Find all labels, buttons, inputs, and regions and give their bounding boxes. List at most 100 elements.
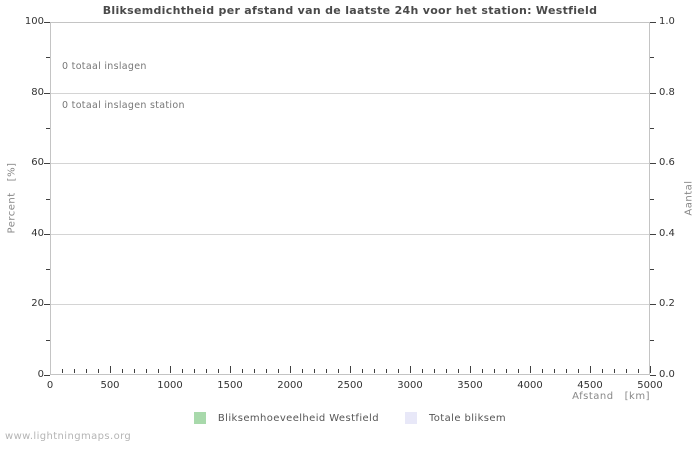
y-axis-tick — [44, 163, 50, 164]
plot-area: 0 totaal inslagen 0 totaal inslagen stat… — [50, 22, 650, 375]
y-axis-tick-label: 60 — [31, 157, 44, 168]
x-axis-minor-tick — [254, 369, 255, 373]
gridline — [51, 163, 649, 164]
x-axis-tick — [170, 366, 171, 373]
right-axis-tick-label: 1.0 — [659, 16, 675, 27]
legend-swatch-total-icon — [404, 412, 417, 424]
x-axis-minor-tick — [566, 369, 567, 373]
x-axis-minor-tick — [362, 369, 363, 373]
right-axis-tick-label: 0.0 — [659, 369, 675, 380]
right-axis-tick-label: 0.2 — [659, 298, 675, 309]
right-axis-minor-tick — [650, 57, 654, 58]
right-axis-tick — [650, 234, 656, 235]
x-axis-tick-label: 500 — [100, 380, 120, 391]
gridline — [51, 93, 649, 94]
x-axis-minor-tick — [386, 369, 387, 373]
x-axis-tick-label: 3000 — [397, 380, 423, 391]
y-axis-tick — [44, 22, 50, 23]
y-axis-tick-label: 80 — [31, 87, 44, 98]
x-axis-minor-tick — [506, 369, 507, 373]
x-axis-tick-label: 0 — [46, 380, 54, 391]
x-axis-tick — [650, 366, 651, 373]
x-axis-minor-tick — [518, 369, 519, 373]
legend-label-westfield: Bliksemhoeveelheid Westfield — [217, 412, 379, 424]
y-axis-tick — [44, 375, 50, 376]
x-axis-minor-tick — [86, 369, 87, 373]
x-axis-minor-tick — [62, 369, 63, 373]
x-axis-minor-tick — [338, 369, 339, 373]
x-axis-tick — [530, 366, 531, 373]
y-axis-minor-tick — [46, 57, 50, 58]
x-axis-minor-tick — [614, 369, 615, 373]
y-axis-tick-label: 40 — [31, 228, 44, 239]
annotations: 0 totaal inslagen 0 totaal inslagen stat… — [62, 34, 185, 138]
right-axis-tick — [650, 22, 656, 23]
x-axis-minor-tick — [446, 369, 447, 373]
x-axis-tick — [410, 366, 411, 373]
x-axis-tick — [290, 366, 291, 373]
x-axis-tick — [470, 366, 471, 373]
watermark-text: www.lightningmaps.org — [5, 431, 132, 442]
annotation-total-strikes-station: 0 totaal inslagen station — [62, 100, 185, 111]
legend-label-total: Totale bliksem — [428, 412, 507, 424]
y-axis-tick — [44, 93, 50, 94]
chart-title: Bliksemdichtheid per afstand van de laat… — [102, 4, 598, 17]
gridline — [51, 304, 649, 305]
x-axis-minor-tick — [542, 369, 543, 373]
x-axis-minor-tick — [134, 369, 135, 373]
x-axis-minor-tick — [206, 369, 207, 373]
right-axis-minor-tick — [650, 269, 654, 270]
x-axis-minor-tick — [626, 369, 627, 373]
y-axis-tick-label: 20 — [31, 298, 44, 309]
x-axis-minor-tick — [146, 369, 147, 373]
x-axis-tick-label: 4000 — [517, 380, 543, 391]
x-axis-tick-label: 5000 — [637, 380, 663, 391]
annotation-total-strikes: 0 totaal inslagen — [62, 61, 147, 72]
legend: Bliksemhoeveelheid Westfield Totale blik… — [0, 410, 700, 426]
x-axis-tick-label: 3500 — [457, 380, 483, 391]
right-axis-minor-tick — [650, 199, 654, 200]
y-axis-minor-tick — [46, 128, 50, 129]
x-axis-minor-tick — [314, 369, 315, 373]
right-axis-tick — [650, 375, 656, 376]
x-axis-minor-tick — [398, 369, 399, 373]
x-axis-minor-tick — [422, 369, 423, 373]
x-axis-tick — [350, 366, 351, 373]
y-axis-tick — [44, 234, 50, 235]
right-axis-tick-label: 0.8 — [659, 87, 675, 98]
x-axis-minor-tick — [302, 369, 303, 373]
x-axis-tick — [590, 366, 591, 373]
x-axis-minor-tick — [458, 369, 459, 373]
left-axis-title: Percent [%] — [6, 162, 18, 234]
x-axis-minor-tick — [554, 369, 555, 373]
x-axis-minor-tick — [266, 369, 267, 373]
y-axis-minor-tick — [46, 340, 50, 341]
y-axis-tick-label: 0 — [37, 369, 44, 380]
legend-swatch-westfield-icon — [193, 412, 206, 424]
legend-item-total: Totale bliksem — [404, 412, 507, 424]
x-axis-minor-tick — [482, 369, 483, 373]
right-axis-tick-label: 0.4 — [659, 228, 675, 239]
x-axis-minor-tick — [434, 369, 435, 373]
x-axis-minor-tick — [242, 369, 243, 373]
y-axis-tick — [44, 304, 50, 305]
x-axis-tick — [110, 366, 111, 373]
x-axis-tick-label: 4500 — [577, 380, 603, 391]
x-axis-minor-tick — [494, 369, 495, 373]
x-axis-minor-tick — [278, 369, 279, 373]
x-axis-minor-tick — [98, 369, 99, 373]
x-axis-tick — [230, 366, 231, 373]
gridline — [51, 234, 649, 235]
y-axis-minor-tick — [46, 269, 50, 270]
right-axis-title: Aantal — [683, 180, 695, 216]
x-axis-tick-label: 2500 — [337, 380, 363, 391]
x-axis-minor-tick — [194, 369, 195, 373]
right-axis-tick — [650, 163, 656, 164]
x-axis-minor-tick — [374, 369, 375, 373]
x-axis-tick-label: 1000 — [157, 380, 183, 391]
right-axis-minor-tick — [650, 128, 654, 129]
right-axis-tick — [650, 93, 656, 94]
x-axis-minor-tick — [74, 369, 75, 373]
x-axis-tick-label: 2000 — [277, 380, 303, 391]
